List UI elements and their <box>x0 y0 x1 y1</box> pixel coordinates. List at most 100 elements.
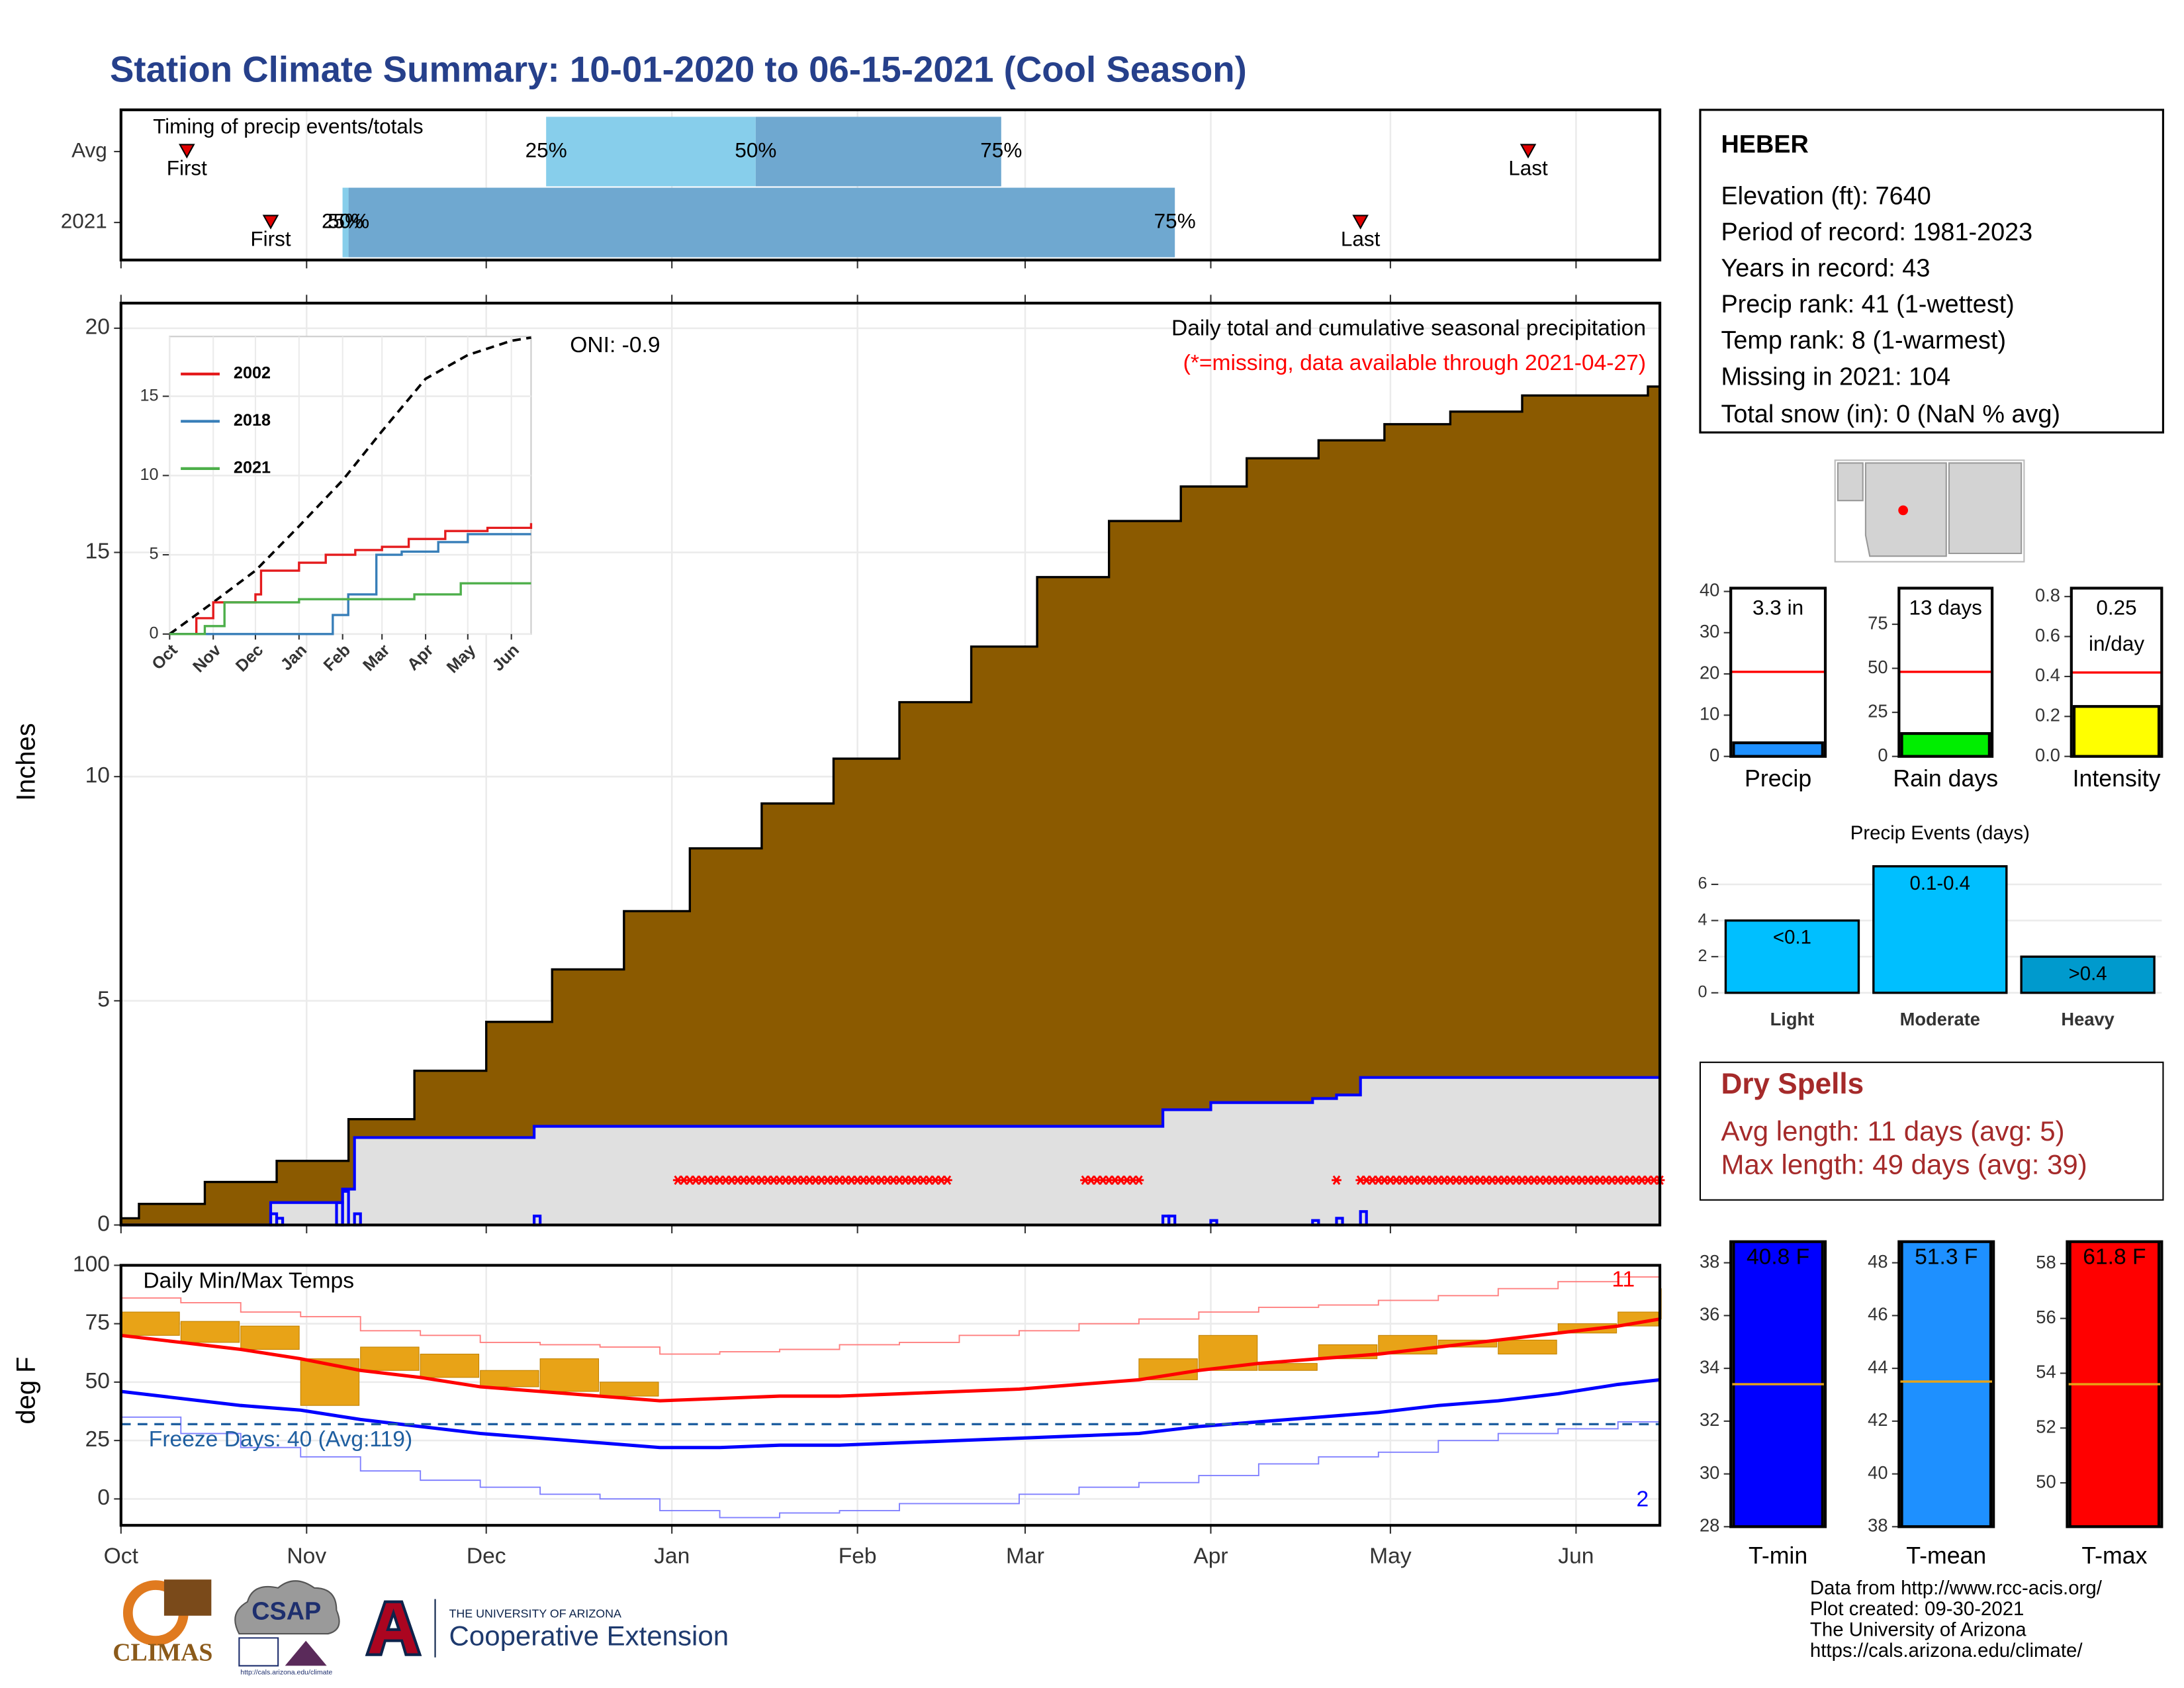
percent-label: 75% <box>980 138 1022 162</box>
gauge-bar <box>1900 1241 1993 1527</box>
timing-bar-low <box>546 117 756 187</box>
x-tick-label: Dec <box>467 1544 506 1568</box>
station-line: Years in record: 43 <box>1721 254 1930 282</box>
y-tick-label: 52 <box>2036 1417 2056 1437</box>
y-tick-label: 0.0 <box>2035 745 2060 765</box>
x-tick-label: Apr <box>1193 1544 1228 1568</box>
credit-line: Plot created: 09-30-2021 <box>1810 1598 2025 1620</box>
value-label-box: 3.3 in <box>1752 596 1803 620</box>
marker-label: Last <box>1341 227 1381 251</box>
station-box <box>1699 109 2165 434</box>
legend-label: 2018 <box>234 411 271 430</box>
timing-bar-low <box>342 187 349 258</box>
logos: CLIMAS CSAP http://cals.arizona.edu/clim… <box>113 1579 729 1677</box>
category-label: T-max <box>2081 1542 2147 1569</box>
marker-label: First <box>167 156 207 180</box>
category-label: Precip <box>1745 765 1811 792</box>
station-line: Precip rank: 41 (1-wettest) <box>1721 291 2014 318</box>
y-tick-label: 0.6 <box>2035 625 2060 645</box>
record-min-count: 2 <box>1637 1487 1649 1511</box>
inset-background <box>169 336 532 635</box>
value-label: 40.8 F <box>1746 1246 1810 1270</box>
y-tick-label: 42 <box>1868 1409 1888 1430</box>
category-label: Intensity <box>2073 765 2161 792</box>
station-line: Period of record: 1981-2023 <box>1721 218 2032 246</box>
chart-title: Precip Events (days) <box>1850 822 2030 844</box>
series-line <box>169 533 531 635</box>
average-line <box>169 336 531 635</box>
y-tick-label: 75 <box>85 1311 110 1335</box>
y-tick-label: 20 <box>1700 662 1719 682</box>
y-tick-label: 10 <box>140 465 158 484</box>
y-tick-label: 0 <box>97 1485 110 1510</box>
csap-graphic <box>285 1640 327 1666</box>
marker-label: Last <box>1508 156 1548 180</box>
marker-label: First <box>250 227 291 251</box>
y-tick-label: 40 <box>1700 580 1719 600</box>
y-tick-label: 5 <box>150 545 159 563</box>
dry-spells-title: Dry Spells <box>1721 1068 1864 1100</box>
y-tick-label: 34 <box>1700 1356 1719 1377</box>
y-tick-label: 38 <box>1868 1515 1888 1536</box>
observed-departure-bar <box>539 1358 600 1392</box>
csap-graphic <box>238 1637 279 1667</box>
row-label: 2021 <box>61 209 107 232</box>
csap-url: http://cals.arizona.edu/climate <box>240 1669 332 1677</box>
category-label: T-mean <box>1906 1542 1986 1569</box>
gauge-bar <box>1900 731 1991 757</box>
y-tick-label: 25 <box>1868 700 1888 721</box>
missing-marker <box>1332 1175 1342 1185</box>
series-line <box>169 523 533 635</box>
csap-logo: CSAP <box>251 1598 321 1626</box>
y-tick-label: 10 <box>85 763 110 788</box>
observed-departure-bar <box>240 1325 300 1350</box>
y-tick-label: 4 <box>1698 910 1707 929</box>
timing-marker <box>1352 214 1369 230</box>
observed-departure-bar <box>120 1311 180 1336</box>
value-label-box: 61.8 F <box>2083 1246 2146 1270</box>
bar <box>2020 955 2156 994</box>
timing-bar-high <box>755 117 1001 187</box>
x-tick-label: Feb <box>839 1544 877 1568</box>
y-tick-label: 50 <box>1868 657 1888 677</box>
dry-spells-line: Avg length: 11 days (avg: 5) <box>1721 1115 2064 1147</box>
freeze-annotation: Freeze Days: 40 (Avg:119) <box>149 1427 412 1452</box>
y-tick-label: 0 <box>1878 745 1888 765</box>
y-tick-label: 0.4 <box>2035 665 2060 685</box>
chart-title: Daily Min/Max Temps <box>143 1269 354 1293</box>
y-tick-label: 2 <box>1698 947 1707 965</box>
observed-departure-bar <box>1498 1339 1557 1355</box>
csap-cloud <box>234 1580 340 1635</box>
timing-bar-high <box>348 187 1175 258</box>
observed-departure-bar <box>360 1346 420 1371</box>
y-tick-label: 15 <box>85 539 110 563</box>
percent-label: 50% <box>328 209 369 232</box>
y-tick-label: 100 <box>73 1252 110 1276</box>
station-line: Total snow (in): 0 (NaN % avg) <box>1721 400 2060 428</box>
y-tick-label: 75 <box>1868 612 1888 633</box>
avg-max-line <box>120 1317 1661 1403</box>
y-tick-label: 38 <box>1700 1251 1719 1272</box>
observed-departure-bar <box>180 1321 240 1343</box>
gauge-frame <box>1897 1240 1995 1528</box>
row-label: Avg <box>71 138 107 162</box>
chart-title: Daily total and cumulative seasonal prec… <box>1171 316 1646 341</box>
y-tick-label: 15 <box>140 386 158 404</box>
dry-spells-line: Max length: 49 days (avg: 39) <box>1721 1149 2087 1180</box>
average-cumulative-area <box>120 385 1661 1227</box>
avg-min-line <box>120 1378 1661 1450</box>
value-label: 0.25 in/day <box>2089 596 2145 657</box>
university-emblem <box>365 1600 422 1656</box>
y-tick-label: 58 <box>2036 1252 2056 1272</box>
gauge-frame <box>1729 586 1827 758</box>
y-tick-label: 10 <box>1700 704 1719 724</box>
dry-spells-box <box>1699 1061 2164 1201</box>
x-tick-label: Mar <box>1006 1544 1044 1568</box>
percent-label: 50% <box>735 138 776 162</box>
y-tick-label: 5 <box>97 988 110 1012</box>
station-name: HEBER <box>1721 131 1808 159</box>
y-tick-label: 0.2 <box>2035 705 2060 726</box>
season-cumulative-area <box>120 1077 1661 1225</box>
